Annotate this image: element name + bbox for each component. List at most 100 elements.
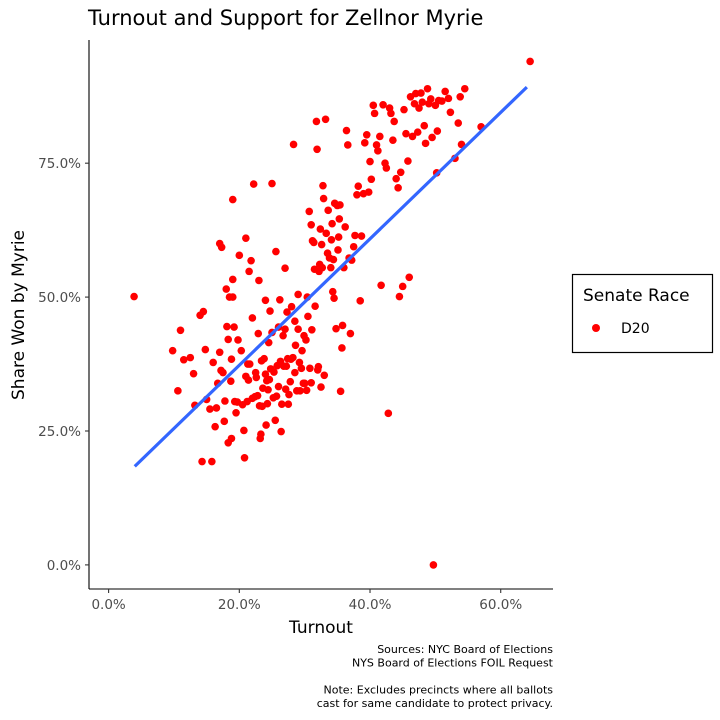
legend-swatch-d20: [592, 324, 600, 332]
data-point: [318, 263, 327, 272]
data-point: [252, 373, 261, 382]
data-point: [389, 136, 397, 144]
x-axis-title: Turnout: [288, 618, 353, 638]
data-point: [404, 157, 412, 165]
y-tick-label: 75.0%: [38, 156, 81, 172]
data-point: [338, 344, 346, 352]
chart-title: Turnout and Support for Zellnor Myrie: [87, 6, 483, 30]
data-point: [272, 247, 280, 256]
data-point: [300, 379, 309, 388]
data-point: [311, 302, 319, 310]
data-point: [405, 273, 414, 282]
data-point: [316, 225, 325, 233]
data-point: [223, 322, 231, 331]
data-point: [245, 267, 253, 276]
data-point: [357, 232, 366, 240]
caption-line: Sources: NYC Board of Elections: [377, 643, 553, 656]
points-layer: [130, 57, 534, 569]
data-point: [341, 223, 349, 231]
data-point: [379, 101, 387, 109]
legend: Senate Race D20: [571, 273, 714, 354]
data-point: [330, 294, 338, 302]
data-point: [247, 256, 255, 265]
data-point: [310, 238, 318, 247]
data-point: [426, 95, 435, 103]
y-tick-label: 50.0%: [38, 290, 81, 306]
data-point: [296, 387, 304, 395]
data-point: [322, 229, 331, 238]
x-ticks: 0.0% 20.0% 40.0% 60.0%: [91, 589, 522, 613]
legend-title: Senate Race: [583, 286, 690, 306]
data-point: [314, 362, 323, 371]
data-point: [289, 140, 298, 149]
data-point: [219, 368, 227, 377]
data-point: [291, 368, 299, 377]
data-point: [268, 179, 276, 188]
data-point: [260, 354, 268, 363]
data-point: [343, 141, 352, 149]
data-point: [235, 251, 244, 260]
y-tick-label: 0.0%: [47, 558, 81, 574]
data-point: [298, 346, 306, 355]
data-point: [263, 399, 272, 408]
data-point: [286, 377, 295, 386]
data-point: [227, 377, 235, 385]
data-point: [377, 281, 385, 290]
data-point: [420, 121, 429, 130]
data-point: [257, 430, 265, 439]
data-point: [232, 408, 240, 417]
data-point: [313, 145, 321, 154]
data-point: [261, 370, 270, 379]
y-ticks: 0.0% 25.0% 50.0% 75.0%: [38, 156, 89, 574]
data-point: [208, 457, 216, 466]
data-point: [398, 282, 407, 291]
data-point: [295, 358, 304, 367]
data-point: [400, 105, 408, 114]
data-point: [421, 139, 430, 148]
data-point: [270, 368, 278, 376]
data-point: [240, 453, 249, 462]
data-point: [334, 246, 342, 254]
data-point: [360, 139, 369, 147]
x-tick-label: 20.0%: [218, 597, 261, 613]
data-point: [279, 331, 287, 340]
data-point: [324, 206, 332, 215]
data-point: [334, 233, 343, 241]
data-point: [227, 434, 236, 443]
data-point: [362, 131, 371, 139]
data-point: [396, 168, 405, 177]
data-point: [261, 296, 270, 305]
data-point: [262, 421, 270, 429]
data-point: [338, 321, 347, 330]
data-point: [291, 317, 299, 325]
data-point: [264, 385, 272, 394]
data-point: [168, 346, 177, 355]
data-point: [328, 219, 336, 228]
data-point: [285, 390, 293, 399]
data-point: [248, 314, 257, 322]
data-point: [284, 400, 293, 409]
data-point: [384, 409, 393, 418]
data-point: [221, 397, 229, 405]
data-point: [282, 362, 291, 370]
data-point: [266, 307, 274, 315]
data-point: [271, 416, 280, 425]
data-point: [283, 308, 291, 316]
x-tick-label: 40.0%: [349, 597, 392, 613]
data-point: [320, 371, 329, 380]
data-point: [174, 387, 182, 395]
data-point: [198, 457, 206, 466]
data-point: [308, 325, 316, 334]
data-point: [220, 417, 229, 426]
data-point: [307, 378, 315, 387]
data-point: [255, 276, 263, 285]
data-point: [376, 132, 384, 141]
data-point: [312, 117, 321, 126]
data-point: [438, 97, 446, 105]
data-point: [130, 292, 138, 301]
data-point: [456, 92, 465, 101]
data-point: [327, 235, 336, 244]
data-point: [364, 188, 373, 196]
legend-label-d20: D20: [621, 321, 650, 337]
data-point: [287, 302, 296, 311]
